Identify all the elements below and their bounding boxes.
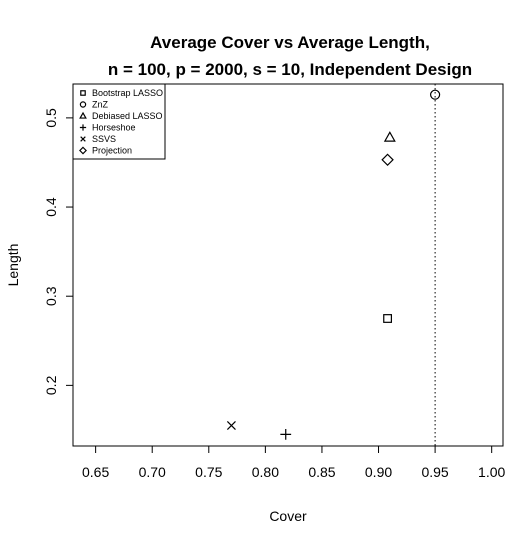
y-tick-label: 0.4 — [43, 197, 59, 217]
legend-marker — [79, 111, 87, 119]
data-points — [226, 89, 441, 440]
point-debiased-lasso — [383, 131, 396, 142]
legend-entry-label: Debiased LASSO — [92, 111, 163, 121]
point-bootstrap-lasso — [383, 314, 393, 323]
legend-marker — [79, 101, 87, 108]
x-tick-label: 0.65 — [82, 464, 109, 480]
legend-entry-label: SSVS — [92, 134, 116, 144]
x-axis-label: Cover — [269, 508, 307, 524]
point-projection — [381, 153, 394, 167]
legend-entry-label: Bootstrap LASSO — [92, 88, 163, 98]
x-tick-label: 0.95 — [421, 464, 448, 480]
point-znz — [430, 89, 441, 100]
x-tick-label: 0.70 — [139, 464, 166, 480]
y-tick-label: 0.3 — [43, 286, 59, 306]
x-axis: 0.65 0.70 0.75 0.80 0.85 0.90 0.95 1.00 — [82, 445, 506, 480]
point-ssvs — [226, 421, 236, 430]
legend-marker — [80, 136, 86, 142]
y-axis-label: Length — [5, 244, 21, 287]
legend-entry-label: ZnZ — [92, 100, 109, 110]
legend-box — [72, 83, 166, 160]
x-tick-label: 0.90 — [365, 464, 392, 480]
legend-marker — [79, 146, 87, 155]
y-tick-label: 0.2 — [43, 375, 59, 395]
x-tick-label: 0.75 — [195, 464, 222, 480]
y-tick-label: 0.5 — [43, 108, 59, 128]
point-horseshoe — [280, 429, 292, 440]
x-tick-label: 0.85 — [308, 464, 335, 480]
legend-marker — [79, 124, 87, 131]
y-axis: 0.2 0.3 0.4 0.5 — [43, 108, 74, 395]
legend-entry-label: Projection — [92, 146, 132, 156]
chart-title-line-2: n = 100, p = 2000, s = 10, Independent D… — [108, 60, 472, 79]
x-tick-label: 1.00 — [478, 464, 505, 480]
chart-title-line-1: Average Cover vs Average Length, — [150, 33, 430, 52]
x-tick-label: 0.80 — [252, 464, 279, 480]
legend-entry-label: Horseshoe — [92, 123, 136, 133]
legend-marker — [80, 90, 86, 96]
